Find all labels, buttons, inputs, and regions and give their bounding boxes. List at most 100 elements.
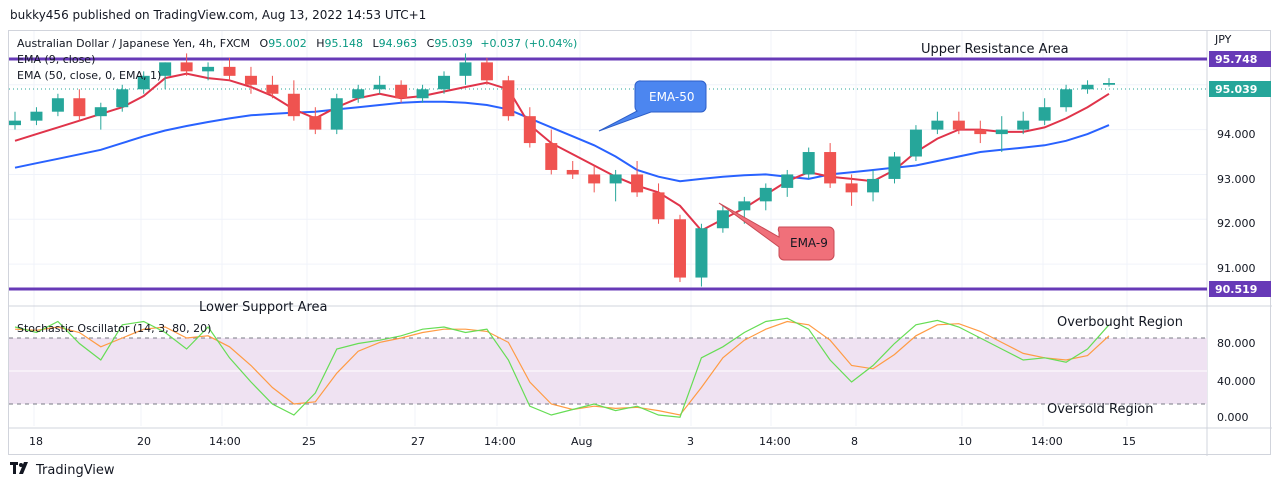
ema9-line <box>14 72 1110 232</box>
candle <box>116 84 129 112</box>
candle <box>781 169 794 197</box>
candle <box>716 205 729 233</box>
candle-body <box>438 75 451 90</box>
time-label: 14:00 <box>209 435 241 448</box>
candle-body <box>631 174 644 193</box>
candle-body <box>30 111 43 121</box>
candle <box>202 62 215 81</box>
upper-resistance-label: Upper Resistance Area <box>921 42 1069 57</box>
candle <box>180 53 193 76</box>
candle <box>609 169 622 202</box>
candle-body <box>845 183 858 193</box>
candle-body <box>545 143 558 170</box>
candle <box>631 161 644 197</box>
candle <box>9 111 21 130</box>
brand-name: TradingView <box>36 462 115 478</box>
ema9-callout-label: EMA-9 <box>790 236 828 250</box>
stoch-band <box>9 337 1207 405</box>
candle-body <box>309 116 322 130</box>
ohlc-o-label: O <box>260 37 269 50</box>
candle <box>802 147 815 179</box>
support-tag: 90.519 <box>1209 281 1271 297</box>
time-label: 3 <box>687 435 694 448</box>
candle-body <box>1060 89 1073 108</box>
candle-body <box>609 174 622 184</box>
candle <box>309 107 322 135</box>
candle-body <box>159 62 172 76</box>
chart-frame[interactable]: EMA-50 EMA-9 Upper Resistance Area Lower… <box>8 30 1272 456</box>
stoch-title: Stochastic Oscillator (14, 3, 80, 20) <box>17 322 211 335</box>
candle <box>373 75 386 94</box>
candle-body <box>974 129 987 135</box>
price-tag-value: 95.039 <box>1215 83 1257 96</box>
stoch-d-line <box>14 320 1110 416</box>
stoch-k-line <box>14 317 1110 418</box>
symbol-legend: Australian Dollar / Japanese Yen, 4h, FX… <box>17 37 577 50</box>
candle-body <box>867 178 880 193</box>
candles <box>9 53 1115 287</box>
candle <box>480 57 493 85</box>
resistance-tag: 95.748 <box>1209 51 1271 67</box>
candle-body <box>416 89 429 99</box>
candle-body <box>459 62 472 76</box>
candle <box>845 174 858 206</box>
candle <box>974 120 987 144</box>
candle-body <box>352 89 365 99</box>
candle-body <box>781 174 794 188</box>
ohlc-l-label: L <box>372 37 379 50</box>
candle <box>673 214 686 283</box>
price-tick-93: 93.000 <box>1217 173 1256 186</box>
ema9-legend: EMA (9, close) <box>17 53 95 66</box>
grid <box>9 31 1272 456</box>
candle-body <box>137 75 150 90</box>
candle-body <box>116 89 129 108</box>
lower-support-label: Lower Support Area <box>199 300 328 315</box>
candle <box>159 62 172 90</box>
candle-body <box>566 169 579 175</box>
candle-body <box>909 129 922 157</box>
candle-body <box>287 93 300 117</box>
chart-canvas[interactable]: EMA-50 EMA-9 Upper Resistance Area Lower… <box>9 31 1272 456</box>
candle <box>909 125 922 161</box>
candle-body <box>9 120 21 126</box>
candle <box>266 75 279 99</box>
ema50-callout: EMA-50 <box>598 80 707 132</box>
candle-body <box>1103 83 1115 85</box>
brand-footer[interactable]: TradingView <box>10 462 115 478</box>
stoch-tick-0: 0.000 <box>1217 411 1249 424</box>
candle <box>330 93 343 135</box>
candle-body <box>759 187 772 202</box>
candle <box>137 71 150 94</box>
candle <box>1017 111 1030 135</box>
candle <box>695 223 708 287</box>
candle-body <box>802 152 815 175</box>
price-tick-91: 91.000 <box>1217 262 1256 275</box>
time-label: 27 <box>411 435 425 448</box>
candle-body <box>395 84 408 99</box>
candle <box>395 80 408 103</box>
candle-body <box>223 66 236 76</box>
candle-body <box>952 120 965 130</box>
stoch-tick-80: 80.000 <box>1217 337 1256 350</box>
candle <box>1060 84 1073 112</box>
candle-body <box>695 228 708 278</box>
candle <box>867 169 880 202</box>
candle <box>438 71 451 94</box>
ohlc-o-value: 95.002 <box>268 37 307 50</box>
candle <box>51 93 64 117</box>
oversold-label: Oversold Region <box>1047 402 1154 417</box>
price-tag: 95.039 <box>1209 81 1271 97</box>
time-label: 15 <box>1122 435 1136 448</box>
publish-header: bukky456 published on TradingView.com, A… <box>10 8 427 22</box>
currency-label: JPY <box>1214 33 1232 46</box>
candle <box>931 111 944 135</box>
time-label: Aug <box>571 435 592 448</box>
stochastic-lines <box>14 317 1110 418</box>
ohlc-l-value: 94.963 <box>379 37 418 50</box>
ohlc-h-value: 95.148 <box>324 37 363 50</box>
candle <box>888 152 901 184</box>
candle-body <box>995 129 1008 135</box>
ema50-legend: EMA (50, close, 0, EMA, 1) <box>17 69 161 82</box>
ema9-callout: EMA-9 <box>718 202 835 261</box>
tradingview-logo-icon <box>10 462 32 478</box>
